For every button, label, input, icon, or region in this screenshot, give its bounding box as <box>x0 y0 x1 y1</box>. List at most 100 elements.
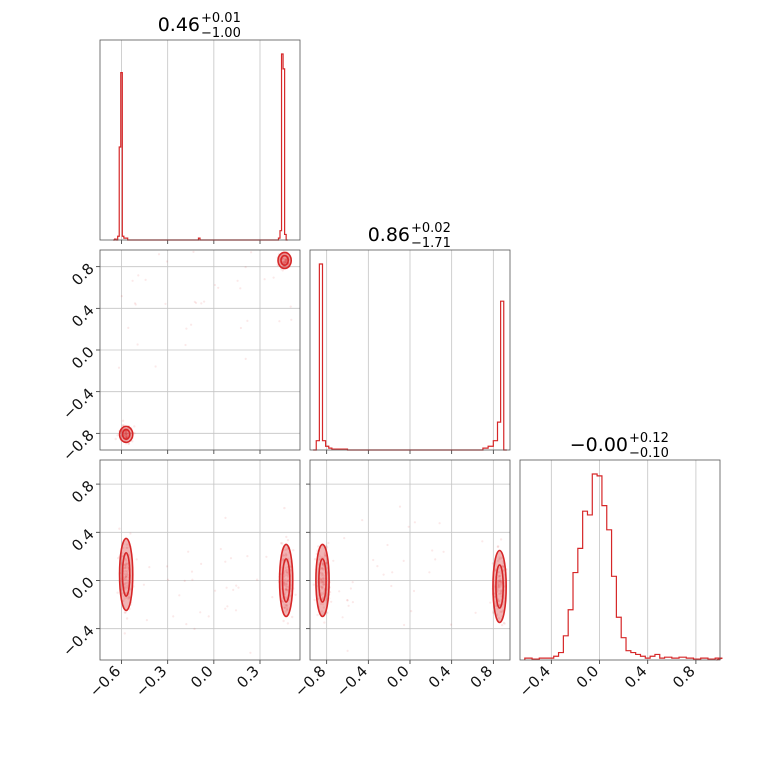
scatter-point <box>125 435 128 439</box>
panel-frame <box>309 459 511 661</box>
scatter-point <box>325 546 329 549</box>
scatter-point <box>320 585 323 589</box>
scatter-point <box>235 584 238 587</box>
scatter-point <box>410 610 413 613</box>
scatter-point <box>286 606 289 609</box>
scatter-point <box>165 565 169 568</box>
scatter-point <box>283 606 286 609</box>
panel-frame <box>309 249 511 451</box>
scatter-point <box>286 604 289 607</box>
scatter-point <box>239 287 242 290</box>
scatter-point <box>320 610 324 613</box>
scatter-point <box>123 565 127 568</box>
scatter-panel-param-0-vs-param-1 <box>96 228 301 454</box>
scatter-point <box>323 621 326 624</box>
x-tick-label: 0.8 <box>467 662 497 692</box>
scatter-point <box>325 561 328 565</box>
title-minus: −1.00 <box>201 26 241 41</box>
scatter-point <box>125 559 128 562</box>
density-contour <box>278 543 294 618</box>
scatter-point <box>351 581 354 584</box>
scatter-point <box>346 599 349 602</box>
histogram-panel-param-2 <box>519 459 723 664</box>
scatter-point <box>284 257 287 260</box>
scatter-point <box>125 571 128 574</box>
scatter-point <box>499 584 503 587</box>
scatter-point <box>321 583 325 586</box>
scatter-point <box>290 318 293 321</box>
scatter-point <box>499 583 502 587</box>
scatter-point <box>234 609 238 612</box>
scatter-point <box>263 278 266 281</box>
scatter-point <box>285 585 288 589</box>
scatter-point <box>499 580 502 583</box>
scatter-point <box>386 543 389 547</box>
scatter-point <box>285 588 288 592</box>
histogram-step <box>313 263 507 451</box>
scatter-point <box>282 261 286 265</box>
scatter-point <box>322 574 325 577</box>
scatter-point <box>496 585 500 588</box>
density-contour <box>315 543 330 618</box>
scatter-point <box>125 569 128 572</box>
scatter-point <box>129 603 132 606</box>
scatter-point <box>319 577 322 581</box>
scatter-point <box>326 611 329 614</box>
scatter-point <box>499 582 502 585</box>
scatter-point <box>321 585 324 589</box>
scatter-point <box>124 558 128 561</box>
scatter-point <box>497 583 500 587</box>
scatter-point <box>492 611 495 615</box>
scatter-point <box>292 549 295 552</box>
density-contour <box>280 254 290 267</box>
scatter-point <box>496 590 499 593</box>
y-tick-label: 0.0 <box>68 343 98 373</box>
scatter-point <box>349 587 352 590</box>
scatter-point <box>126 562 129 565</box>
scatter-point <box>289 565 292 568</box>
y-tick-label: 0.4 <box>68 301 98 331</box>
scatter-point <box>239 326 242 330</box>
scatter-point <box>125 585 128 588</box>
scatter-point <box>322 583 325 586</box>
scatter-point <box>165 260 169 263</box>
x-tick-label: −0.3 <box>132 662 170 700</box>
scatter-point <box>283 506 286 510</box>
scatter-point <box>282 554 285 557</box>
scatter-point <box>497 580 500 583</box>
scatter-point <box>289 305 292 308</box>
scatter-point <box>124 433 127 436</box>
y-tick-label: −0.4 <box>59 622 97 660</box>
scatter-point <box>224 607 227 610</box>
scatter-point <box>137 274 140 277</box>
scatter-point <box>322 606 325 609</box>
scatter-point <box>267 228 269 230</box>
scatter-point <box>124 575 127 579</box>
scatter-point <box>501 564 504 568</box>
scatter-point <box>324 554 327 557</box>
scatter-point <box>431 549 434 552</box>
scatter-point <box>124 585 127 589</box>
scatter-point <box>281 260 285 264</box>
scatter-point <box>285 607 289 611</box>
scatter-point <box>343 537 346 540</box>
scatter-point <box>187 550 190 553</box>
scatter-point <box>322 580 325 583</box>
scatter-point <box>125 434 128 437</box>
scatter-point <box>283 257 286 260</box>
scatter-point <box>496 559 500 563</box>
scatter-point <box>285 604 288 607</box>
scatter-point <box>124 573 127 577</box>
scatter-point <box>497 586 500 589</box>
histogram-panel-param-0 <box>99 39 301 244</box>
scatter-point <box>283 574 287 577</box>
scatter-point <box>449 623 453 626</box>
scatter-point <box>125 578 128 582</box>
scatter-point <box>123 431 126 434</box>
scatter-point <box>207 615 210 618</box>
scatter-point <box>330 600 333 603</box>
scatter-point <box>284 584 288 588</box>
scatter-point <box>285 571 289 574</box>
scatter-point <box>184 343 187 347</box>
scatter-point <box>284 258 288 261</box>
